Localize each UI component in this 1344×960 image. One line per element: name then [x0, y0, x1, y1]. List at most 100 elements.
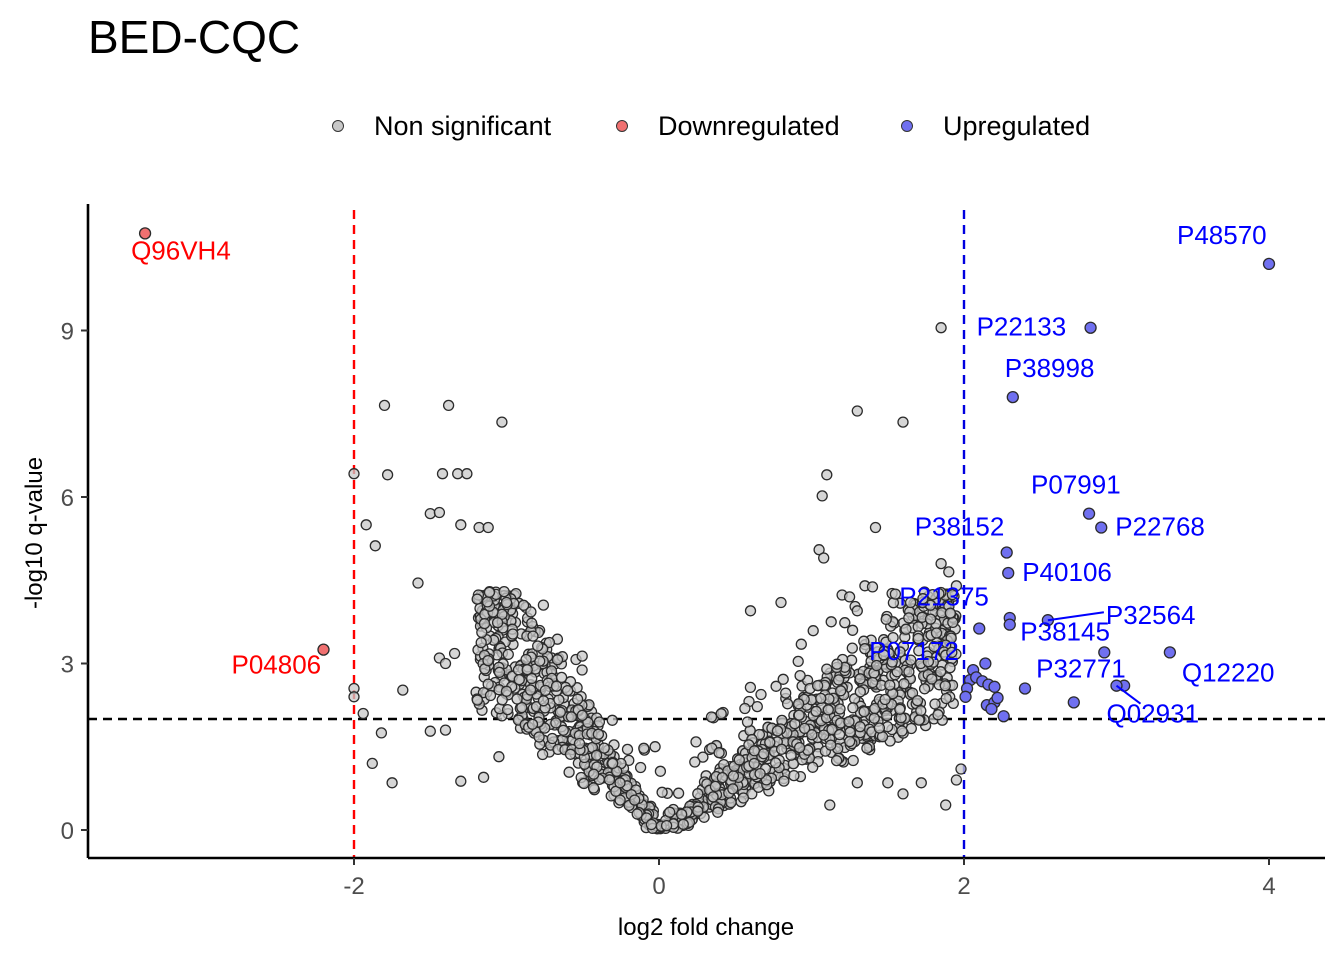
nonsignificant-point: [830, 754, 843, 767]
nonsignificant-point: [894, 703, 906, 715]
y-axis-title: -log10 q-value: [21, 457, 48, 609]
nonsignificant-point: [811, 679, 824, 692]
y-tick-label: 3: [61, 652, 74, 679]
point-label: P21375: [899, 582, 989, 612]
nonsignificant-point: [455, 519, 467, 531]
nonsignificant-point: [884, 679, 896, 691]
nonsignificant-point: [844, 735, 856, 748]
legend-dot-downregulated: [616, 120, 628, 132]
nonsignificant-point: [944, 662, 956, 674]
nonsignificant-point: [397, 684, 409, 696]
nonsignificant-point: [517, 599, 530, 611]
nonsignificant-point: [781, 698, 794, 710]
nonsignificant-point: [656, 786, 668, 798]
nonsignificant-point: [614, 777, 626, 789]
nonsignificant-point: [928, 640, 940, 653]
nonsignificant-point: [940, 692, 952, 705]
point-label: P38998: [1005, 353, 1095, 383]
nonsignificant-point: [785, 749, 797, 761]
nonsignificant-point: [889, 588, 902, 600]
point-label: P04806: [232, 650, 322, 680]
point-label: P32771: [1036, 654, 1126, 684]
nonsignificant-point: [546, 732, 558, 745]
nonsignificant-point: [439, 657, 452, 670]
nonsignificant-point: [897, 416, 909, 428]
nonsignificant-point: [770, 680, 782, 692]
nonsignificant-point: [692, 805, 704, 817]
nonsignificant-point: [947, 616, 959, 629]
x-axis-title: log2 fold change: [618, 914, 794, 941]
nonsignificant-point: [739, 702, 751, 715]
nonsignificant-point: [813, 544, 825, 556]
nonsignificant-point: [513, 673, 525, 686]
nonsignificant-point: [793, 741, 806, 754]
nonsignificant-point: [913, 714, 925, 726]
nonsignificant-point: [741, 716, 754, 728]
nonsignificant-point: [915, 777, 927, 789]
nonsignificant-point: [940, 799, 952, 811]
nonsignificant-point: [439, 724, 452, 736]
nonsignificant-point: [550, 717, 562, 729]
nonsignificant-point: [412, 577, 424, 589]
nonsignificant-point: [455, 775, 467, 787]
nonsignificant-point: [846, 642, 858, 654]
nonsignificant-point: [934, 666, 947, 678]
nonsignificant-point: [851, 605, 863, 617]
nonsignificant-point: [491, 616, 504, 629]
nonsignificant-point: [859, 643, 871, 655]
nonsignificant-point: [903, 666, 915, 678]
nonsignificant-point: [788, 769, 800, 782]
nonsignificant-point: [482, 521, 494, 534]
nonsignificant-point: [502, 648, 514, 661]
legend-item-downregulated: Downregulated: [616, 108, 840, 144]
nonsignificant-point: [660, 819, 673, 832]
nonsignificant-point: [861, 742, 873, 754]
nonsignificant-point: [755, 688, 767, 701]
nonsignificant-point: [794, 669, 806, 682]
nonsignificant-point: [357, 707, 369, 720]
upregulated-point: [1018, 682, 1032, 695]
nonsignificant-point: [536, 748, 549, 761]
nonsignificant-point: [847, 754, 859, 767]
nonsignificant-point: [386, 777, 398, 789]
nonsignificant-point: [712, 806, 724, 818]
nonsignificant-point: [858, 706, 870, 718]
upregulated-point: [988, 680, 1001, 693]
nonsignificant-point: [713, 747, 725, 759]
nonsignificant-point: [576, 709, 588, 722]
x-tick-label: 4: [1262, 873, 1275, 900]
upregulated-point: [959, 690, 972, 703]
nonsignificant-point: [833, 728, 846, 741]
nonsignificant-point: [826, 723, 838, 736]
nonsignificant-point: [887, 631, 899, 644]
nonsignificant-point: [825, 739, 837, 751]
nonsignificant-point: [854, 673, 866, 685]
nonsignificant-point: [754, 767, 766, 780]
nonsignificant-point: [645, 818, 658, 831]
nonsignificant-point: [751, 700, 763, 713]
nonsignificant-point: [690, 736, 702, 748]
nonsignificant-point: [561, 684, 574, 697]
nonsignificant-point: [932, 709, 944, 721]
nonsignificant-point: [870, 659, 883, 672]
nonsignificant-point: [915, 705, 927, 717]
upregulated-point: [1002, 566, 1015, 580]
nonsignificant-point: [498, 585, 510, 598]
nonsignificant-point: [471, 694, 484, 706]
nonsignificant-point: [935, 322, 947, 334]
nonsignificant-point: [904, 596, 917, 609]
nonsignificant-point: [526, 718, 539, 730]
nonsignificant-point: [944, 607, 956, 619]
nonsignificant-point: [843, 591, 856, 603]
nonsignificant-point: [866, 581, 879, 593]
nonsignificant-point: [493, 751, 505, 763]
y-tick-label: 0: [61, 818, 74, 845]
nonsignificant-point: [955, 763, 967, 775]
legend-label-downregulated: Downregulated: [658, 110, 840, 141]
nonsignificant-point: [631, 808, 643, 820]
nonsignificant-point: [689, 756, 701, 768]
nonsignificant-point: [795, 638, 807, 650]
nonsignificant-point: [896, 725, 908, 737]
nonsignificant-point: [946, 646, 958, 659]
